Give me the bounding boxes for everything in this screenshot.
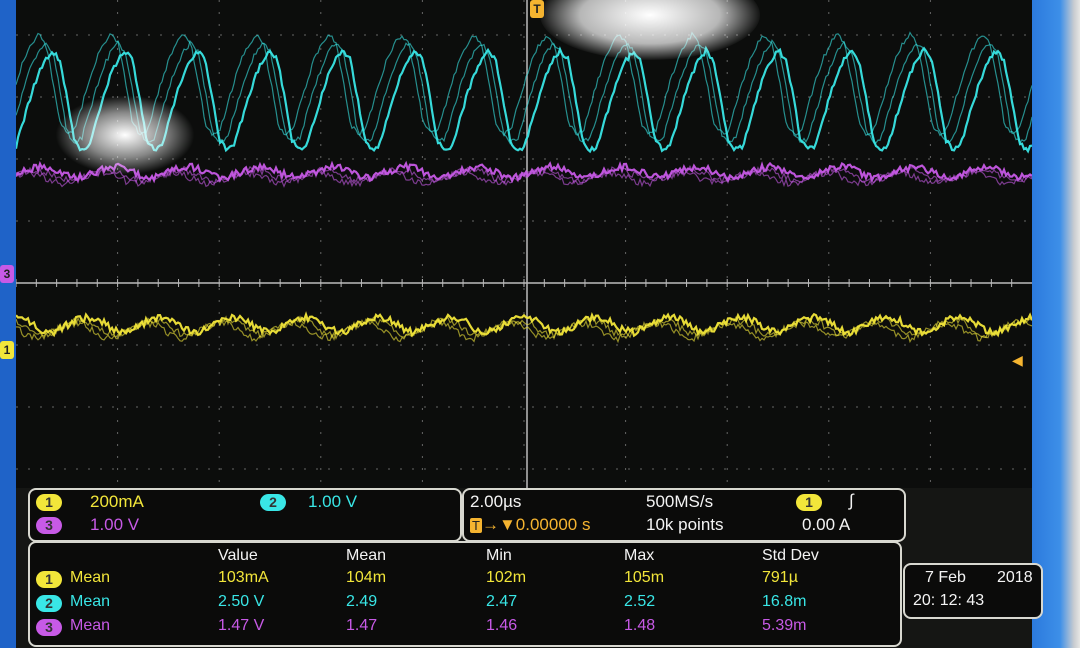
measurement-cell: 2.50 V (218, 593, 264, 611)
measurement-cell: 102m (486, 569, 526, 587)
measurement-cell: 1.48 (624, 617, 655, 635)
ch2-measurement-badge[interactable]: 2 (36, 595, 62, 612)
trigger-delay[interactable]: T →▼0.00000 s (470, 515, 590, 535)
measurement-cell: 5.39m (762, 617, 806, 635)
measurements-panel: Value Mean Min Max Std Dev 1 Mean 103mA 104… (28, 541, 902, 647)
header-mean: Mean (346, 547, 386, 565)
trigger-source-badge[interactable]: 1 (796, 494, 822, 511)
measurement-cell: 103mA (218, 569, 269, 587)
delay-arrow-icon: →▼ (482, 515, 516, 534)
header-value: Value (218, 547, 258, 565)
record-length: 10k points (646, 515, 724, 535)
header-std-dev: Std Dev (762, 547, 819, 565)
measurement-cell: 105m (624, 569, 664, 587)
graticule (16, 0, 1032, 488)
glare (55, 95, 195, 175)
ch2-scale[interactable]: 1.00 V (308, 492, 357, 512)
year: 2018 (997, 569, 1033, 587)
datetime-panel: 7 Feb 2018 20: 12: 43 (903, 563, 1043, 619)
measurement-name[interactable]: Mean (70, 617, 110, 635)
measurement-cell: 2.47 (486, 593, 517, 611)
measurement-cell: 791µ (762, 569, 798, 587)
measurement-cell: 1.47 V (218, 617, 264, 635)
measurement-cell: 2.52 (624, 593, 655, 611)
bezel (1030, 0, 1080, 648)
header-min: Min (486, 547, 512, 565)
measurement-name[interactable]: Mean (70, 593, 110, 611)
ch1-badge[interactable]: 1 (36, 494, 62, 511)
measurement-cell: 1.46 (486, 617, 517, 635)
ch3-scale[interactable]: 1.00 V (90, 515, 139, 535)
ch1-offset-marker[interactable]: 1 (0, 341, 14, 359)
trigger-level[interactable]: 0.00 A (802, 515, 850, 535)
trigger-level-arrow-icon[interactable]: ◀ (1012, 352, 1023, 369)
ch3-badge[interactable]: 3 (36, 517, 62, 534)
date: 7 Feb (925, 569, 966, 587)
ch3-measurement-badge[interactable]: 3 (36, 619, 62, 636)
trigger-delay-value: 0.00000 s (516, 515, 591, 534)
traces (16, 33, 1032, 342)
measurement-cell: 2.49 (346, 593, 377, 611)
sample-rate: 500MS/s (646, 492, 713, 512)
waveform-plot (16, 0, 1032, 488)
ch3-offset-marker[interactable]: 3 (0, 265, 14, 283)
time: 20: 12: 43 (913, 592, 984, 610)
measurement-name[interactable]: Mean (70, 569, 110, 587)
header-max: Max (624, 547, 654, 565)
measurement-cell: 1.47 (346, 617, 377, 635)
ch2-badge[interactable]: 2 (260, 494, 286, 511)
measurement-cell: 16.8m (762, 593, 806, 611)
trigger-position-marker[interactable]: T (530, 0, 544, 18)
ch1-scale[interactable]: 200mA (90, 492, 144, 512)
rising-edge-icon[interactable]: ∫ (849, 491, 854, 511)
trigger-icon: T (470, 518, 482, 533)
channel-settings-panel[interactable]: 1 200mA 2 1.00 V 3 1.00 V (28, 488, 462, 542)
time-per-div[interactable]: 2.00µs (470, 492, 521, 512)
timebase-panel[interactable]: 2.00µs T →▼0.00000 s 500MS/s 10k points 1… (462, 488, 906, 542)
ch1-measurement-badge[interactable]: 1 (36, 571, 62, 588)
measurement-cell: 104m (346, 569, 386, 587)
